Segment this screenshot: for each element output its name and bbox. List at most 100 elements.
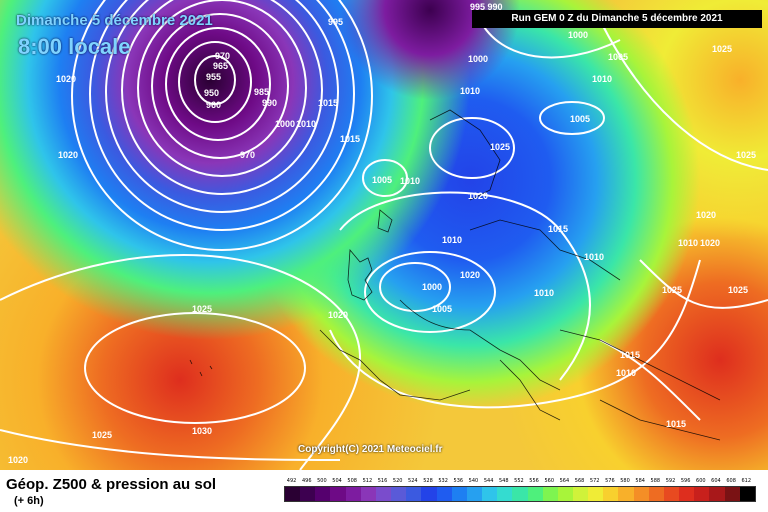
pressure-label: 1030 [192, 426, 212, 436]
legend-swatch [588, 487, 604, 501]
pressure-label: 950 [204, 88, 219, 98]
legend-tick-label: 552 [514, 478, 524, 484]
legend-ticks: 492 496 500 504 508 512 516 520 524 528 532 536 540 5… [284, 478, 754, 484]
legend-tick-label: 500 [317, 478, 327, 484]
pressure-label: 1010 [296, 119, 316, 129]
legend-tick-label: 532 [438, 478, 448, 484]
legend-swatch [694, 487, 710, 501]
forecast-date: Dimanche 5 décembre 2021 [16, 12, 213, 29]
color-legend: 492 496 500 504 508 512 516 520 524 528 532 536 540 5… [284, 478, 756, 502]
pressure-label: 1020 [328, 310, 348, 320]
model-run-banner: Run GEM 0 Z du Dimanche 5 décembre 2021 [472, 10, 762, 28]
legend-swatch [724, 487, 740, 501]
legend-swatch [315, 487, 331, 501]
pressure-label: 1000 [422, 282, 442, 292]
legend-tick-label: 596 [680, 478, 691, 484]
footer: Géop. Z500 & pression au sol (+ 6h) 492 4… [0, 470, 768, 512]
pressure-label: 1025 [712, 44, 732, 54]
legend-swatch [633, 487, 649, 501]
legend-tick-label: 516 [377, 478, 388, 484]
pressure-label: 1000 [568, 30, 588, 40]
pressure-labels: 995 970 965 955 950 960 985 990 1000 101… [8, 2, 756, 465]
legend-swatch [300, 487, 316, 501]
legend-tick-label: 544 [483, 478, 494, 484]
legend-swatch [679, 487, 695, 501]
pressure-label: 1015 [318, 98, 338, 108]
coastlines [189, 109, 721, 441]
legend-tick-label: 588 [650, 478, 661, 484]
legend-swatch [572, 487, 589, 501]
pressure-label: 1020 [468, 191, 488, 201]
pressure-label: 1005 [570, 114, 590, 124]
forecast-offset: (+ 6h) [14, 495, 44, 507]
legend-swatch [512, 487, 528, 501]
legend-tick-label: 612 [741, 478, 752, 484]
legend-swatch [497, 487, 513, 501]
legend-swatch [557, 487, 573, 501]
pressure-label: 1015 [620, 350, 640, 360]
pressure-label: 985 [254, 87, 269, 97]
legend-tick-label: 496 [301, 478, 312, 484]
legend-tick-label: 580 [620, 478, 630, 484]
pressure-label: 1010 [460, 86, 480, 96]
pressure-label: 1025 [728, 285, 748, 295]
legend-tick-label: 608 [726, 478, 736, 484]
legend-tick-label: 584 [635, 478, 645, 484]
pressure-label: 1025 [192, 304, 212, 314]
pressure-label: 1015 [340, 134, 360, 144]
pressure-label: 995 990 [470, 2, 503, 12]
pressure-label: 1005 [608, 52, 628, 62]
legend-swatch [330, 487, 346, 501]
pressure-label: 1010 [442, 235, 462, 245]
legend-swatch [406, 487, 422, 501]
geopotential-map: 995 970 965 955 950 960 985 990 1000 101… [0, 0, 768, 470]
legend-swatch [603, 487, 619, 501]
legend-swatch [391, 487, 407, 501]
legend-swatch [285, 487, 301, 501]
legend-swatch [466, 487, 483, 501]
pressure-label: 1025 [736, 150, 756, 160]
legend-tick-label: 548 [498, 478, 509, 484]
pressure-label: 1025 [92, 430, 112, 440]
pressure-label: 990 [262, 98, 277, 108]
legend-tick-label: 600 [696, 478, 706, 484]
pressure-label: 1010 [584, 252, 604, 262]
legend-swatch [482, 487, 498, 501]
pressure-label: 1010 [534, 288, 554, 298]
legend-tick-label: 556 [529, 478, 539, 484]
legend-tick-label: 528 [423, 478, 433, 484]
pressure-label: 1015 [666, 419, 686, 429]
pressure-label: 1005 [432, 304, 452, 314]
legend-swatch [436, 487, 452, 501]
legend-tick-label: 564 [559, 478, 570, 484]
legend-tick-label: 536 [453, 478, 464, 484]
legend-tick-label: 572 [589, 478, 600, 484]
pressure-label: 1005 [372, 175, 392, 185]
legend-swatch [739, 487, 755, 501]
pressure-label: 970 [215, 51, 230, 61]
pressure-label: 1015 [548, 224, 568, 234]
pressure-label: 965 [213, 61, 228, 71]
pressure-label: 970 [240, 150, 255, 160]
legend-tick-label: 568 [574, 478, 585, 484]
legend-tick-label: 592 [665, 478, 676, 484]
pressure-label: 1000 [468, 54, 488, 64]
pressure-label: 960 [206, 100, 221, 110]
weather-map: 995 970 965 955 950 960 985 990 1000 101… [0, 0, 768, 470]
legend-swatch [421, 487, 437, 501]
pressure-label: 1020 [8, 455, 28, 465]
pressure-label: 1000 [275, 119, 295, 129]
legend-tick-label: 540 [468, 478, 479, 484]
legend-tick-label: 520 [392, 478, 403, 484]
legend-tick-label: 492 [286, 478, 297, 484]
legend-swatch [451, 487, 467, 501]
pressure-label: 955 [206, 72, 221, 82]
legend-swatch [542, 487, 558, 501]
legend-swatch [360, 487, 376, 501]
legend-tick-label: 560 [544, 478, 554, 484]
pressure-label: 995 [328, 17, 343, 27]
legend-bar [284, 486, 756, 502]
legend-swatch [663, 487, 680, 501]
forecast-time: 8:00 locale [18, 34, 131, 59]
